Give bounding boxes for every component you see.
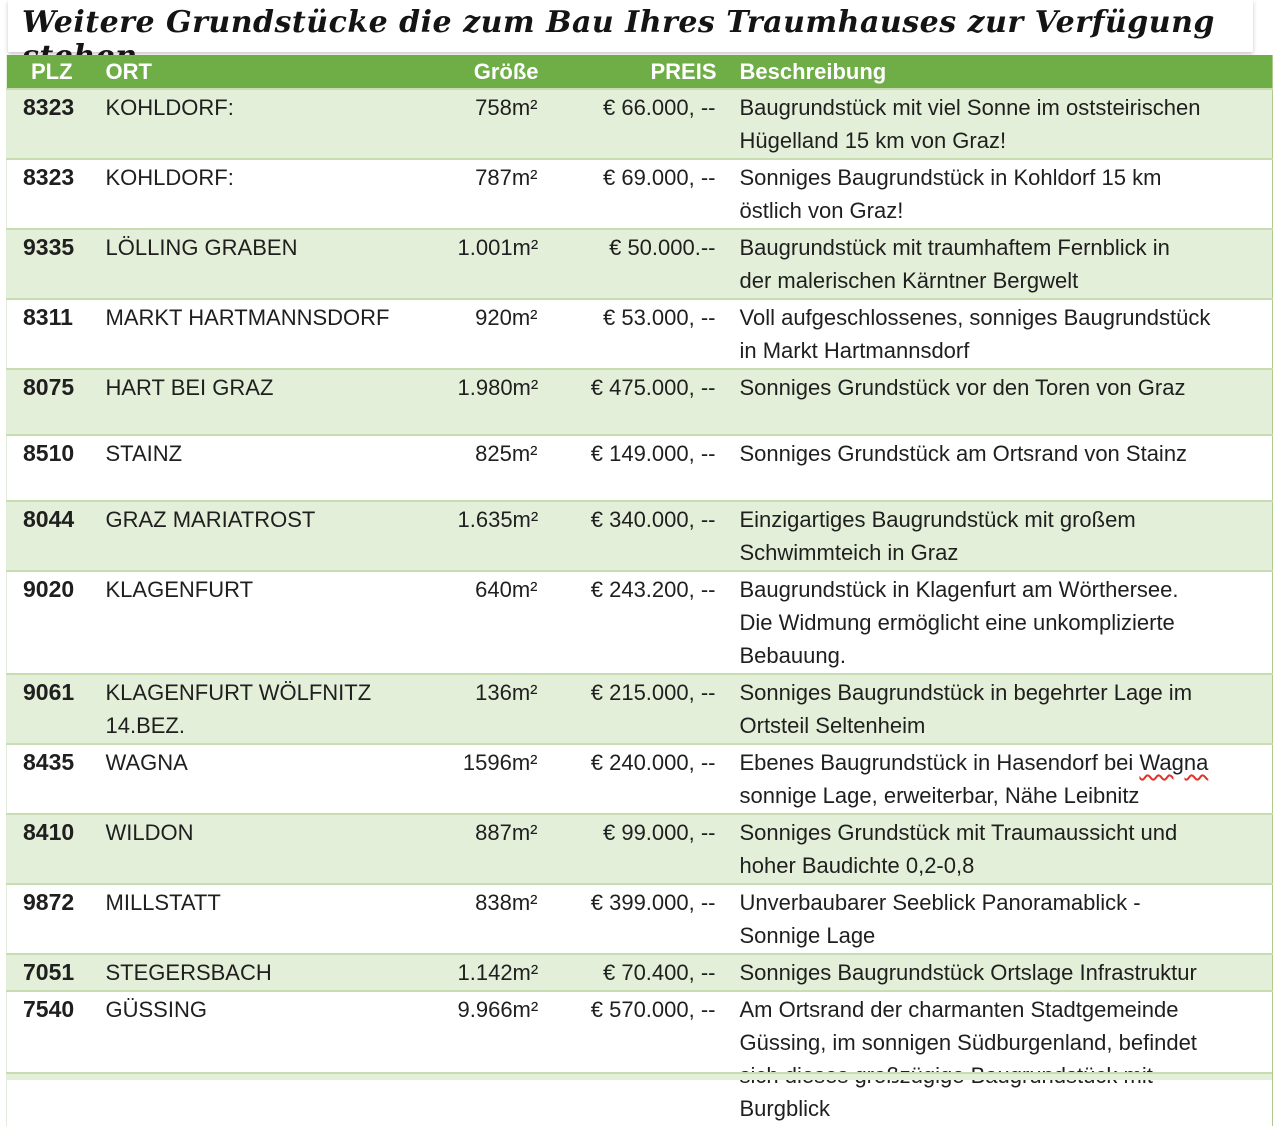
cell-beschreibung: Baugrundstück mit viel Sonne im oststeir… (719, 88, 1273, 159)
cell-preis: € 399.000, -- (541, 883, 720, 954)
cell-plz: 7540 (6, 990, 102, 1126)
spellcheck-underlined-word: Wagna (1139, 750, 1209, 775)
cell-preis: € 570.000, -- (541, 990, 720, 1126)
cell-ort: WAGNA (101, 743, 457, 814)
cell-beschreibung: Sonniges Grundstück vor den Toren von Gr… (719, 368, 1273, 435)
cell-preis: € 240.000, -- (541, 743, 720, 814)
table-row: 8435 WAGNA 1596m² € 240.000, -- Ebenes B… (6, 743, 1273, 814)
next-row-partial-strip (6, 1072, 1272, 1080)
col-header-beschreibung: Beschreibung (719, 55, 1273, 89)
cell-preis: € 149.000, -- (541, 434, 720, 501)
cell-plz: 8323 (6, 158, 102, 229)
cell-plz: 8075 (6, 368, 102, 435)
table-row: 8044 GRAZ MARIATROST 1.635m² € 340.000, … (6, 500, 1273, 571)
cell-ort: KOHLDORF: (101, 88, 457, 159)
cell-ort: KOHLDORF: (101, 158, 457, 229)
cell-beschreibung: Sonniges Baugrundstück in begehrter Lage… (719, 673, 1273, 744)
description-text: sonnige Lage, erweiterbar, Nähe Leibnitz (739, 783, 1140, 808)
cell-ort: KLAGENFURT (101, 570, 457, 674)
listings-table: PLZ ORT Größe PREIS Beschreibung 8323 KO… (6, 55, 1273, 1126)
cell-preis: € 243.200, -- (541, 570, 720, 674)
cell-beschreibung: Baugrundstück in Klagenfurt am Wörtherse… (719, 570, 1273, 674)
cell-preis: € 340.000, -- (541, 500, 720, 571)
cell-preis: € 69.000, -- (541, 158, 720, 229)
cell-groesse: 640m² (456, 570, 542, 674)
cell-ort: STAINZ (101, 434, 457, 501)
table-row: 9061 KLAGENFURT WÖLFNITZ 14.BEZ. 136m² €… (6, 673, 1273, 744)
cell-groesse: 887m² (456, 813, 542, 884)
cell-plz: 9335 (6, 228, 102, 299)
table-row: 8323 KOHLDORF: 787m² € 69.000, -- Sonnig… (6, 158, 1273, 229)
cell-preis: € 53.000, -- (541, 298, 720, 369)
cell-beschreibung: Einzigartiges Baugrundstück mit großem S… (719, 500, 1273, 571)
cell-ort: WILDON (101, 813, 457, 884)
cell-plz: 9872 (6, 883, 102, 954)
table-row: 8410 WILDON 887m² € 99.000, -- Sonniges … (6, 813, 1273, 884)
cell-preis: € 215.000, -- (541, 673, 720, 744)
cell-beschreibung: Sonniges Grundstück mit Traumaussicht un… (719, 813, 1273, 884)
table-row: 7051 STEGERSBACH 1.142m² € 70.400, -- So… (6, 953, 1273, 991)
cell-ort: GRAZ MARIATROST (101, 500, 457, 571)
cell-beschreibung: Sonniges Grundstück am Ortsrand von Stai… (719, 434, 1273, 501)
cell-plz: 8510 (6, 434, 102, 501)
table-row: 9020 KLAGENFURT 640m² € 243.200, -- Baug… (6, 570, 1273, 674)
table-row: 9872 MILLSTATT 838m² € 399.000, -- Unver… (6, 883, 1273, 954)
cell-groesse: 825m² (456, 434, 542, 501)
table-row: 8075 HART BEI GRAZ 1.980m² € 475.000, --… (6, 368, 1273, 435)
col-header-groesse: Größe (456, 55, 542, 89)
cell-groesse: 136m² (456, 673, 542, 744)
cell-beschreibung: Ebenes Baugrundstück in Hasendorf bei Wa… (719, 743, 1273, 814)
cell-groesse: 1.001m² (456, 228, 542, 299)
cell-beschreibung: Sonniges Baugrundstück Ortslage Infrastr… (719, 953, 1273, 991)
cell-groesse: 1.980m² (456, 368, 542, 435)
cell-plz: 7051 (6, 953, 102, 991)
document-page: { "title": "Weitere Grundstücke die zum … (6, 0, 1273, 1126)
cell-groesse: 1596m² (456, 743, 542, 814)
table-row: 7540 GÜSSING 9.966m² € 570.000, -- Am Or… (6, 990, 1273, 1126)
title-bar: Weitere Grundstücke die zum Bau Ihres Tr… (8, 0, 1253, 82)
description-text: Ebenes Baugrundstück in Hasendorf bei (739, 750, 1140, 775)
cell-ort: LÖLLING GRABEN (101, 228, 457, 299)
table-row: 9335 LÖLLING GRABEN 1.001m² € 50.000.-- … (6, 228, 1273, 299)
cell-plz: 8311 (6, 298, 102, 369)
cell-groesse: 1.142m² (456, 953, 542, 991)
cell-ort: MARKT HARTMANNSDORF (101, 298, 457, 369)
cell-preis: € 99.000, -- (541, 813, 720, 884)
cell-plz: 8044 (6, 500, 102, 571)
table-row: 8323 KOHLDORF: 758m² € 66.000, -- Baugru… (6, 88, 1273, 159)
col-header-ort: ORT (101, 55, 457, 89)
col-header-plz: PLZ (6, 55, 102, 89)
cell-groesse: 9.966m² (456, 990, 542, 1126)
cell-plz: 8410 (6, 813, 102, 884)
cell-plz: 8435 (6, 743, 102, 814)
cell-ort: HART BEI GRAZ (101, 368, 457, 435)
cell-beschreibung: Sonniges Baugrundstück in Kohldorf 15 km… (719, 158, 1273, 229)
cell-ort: STEGERSBACH (101, 953, 457, 991)
table-header-row: PLZ ORT Größe PREIS Beschreibung (6, 55, 1273, 89)
cell-plz: 9061 (6, 673, 102, 744)
cell-groesse: 920m² (456, 298, 542, 369)
cell-groesse: 758m² (456, 88, 542, 159)
cell-groesse: 838m² (456, 883, 542, 954)
cell-beschreibung: Baugrundstück mit traumhaftem Fernblick … (719, 228, 1273, 299)
cell-beschreibung: Unverbaubarer Seeblick Panoramablick - S… (719, 883, 1273, 954)
cell-preis: € 50.000.-- (541, 228, 720, 299)
cell-ort: KLAGENFURT WÖLFNITZ 14.BEZ. (101, 673, 457, 744)
cell-ort: GÜSSING (101, 990, 457, 1126)
cell-beschreibung: Am Ortsrand der charmanten Stadtgemeinde… (719, 990, 1273, 1126)
cell-ort: MILLSTATT (101, 883, 457, 954)
table-row: 8510 STAINZ 825m² € 149.000, -- Sonniges… (6, 434, 1273, 501)
table-row: 8311 MARKT HARTMANNSDORF 920m² € 53.000,… (6, 298, 1273, 369)
cell-preis: € 66.000, -- (541, 88, 720, 159)
cell-groesse: 1.635m² (456, 500, 542, 571)
cell-beschreibung: Voll aufgeschlossenes, sonniges Baugrund… (719, 298, 1273, 369)
col-header-preis: PREIS (541, 55, 720, 89)
cell-preis: € 70.400, -- (541, 953, 720, 991)
cell-preis: € 475.000, -- (541, 368, 720, 435)
cell-groesse: 787m² (456, 158, 542, 229)
cell-plz: 9020 (6, 570, 102, 674)
cell-plz: 8323 (6, 88, 102, 159)
